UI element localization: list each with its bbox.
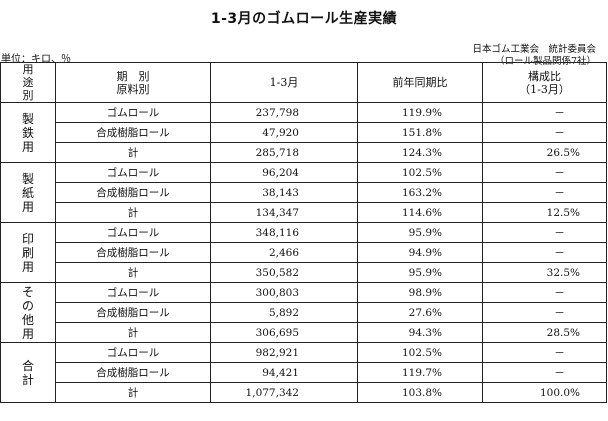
- yoy-cell: 94.3%: [357, 322, 483, 343]
- share-cell: －: [482, 222, 607, 243]
- usage-category: 製紙用: [0, 162, 56, 223]
- material-cell: 合成樹脂ロール: [55, 302, 211, 323]
- yoy-cell: 119.9%: [357, 102, 483, 123]
- table-row: 合計ゴムロール 982,921 102.5% －: [0, 342, 607, 403]
- yoy-cell: 163.2%: [357, 182, 483, 203]
- quantity-cell: 38,143: [210, 182, 358, 203]
- table-row: 計 350,582 95.9% 32.5%: [1, 262, 607, 283]
- table-row: 合成樹脂ロール 38,143 163.2% －: [1, 182, 607, 203]
- table-row: 計 285,718 124.3% 26.5%: [1, 142, 607, 163]
- usage-category: 製鉄用: [0, 102, 56, 163]
- material-cell: ゴムロール: [55, 222, 211, 243]
- material-cell: 計: [55, 262, 211, 283]
- quantity-cell: 237,798: [210, 102, 358, 123]
- usage-category: その他用: [0, 282, 56, 343]
- quantity-cell: 1,077,342: [210, 382, 358, 403]
- quantity-cell: 2,466: [210, 242, 358, 263]
- page-title: 1-3月のゴムロール生産実績: [210, 11, 398, 27]
- share-cell: 12.5%: [482, 202, 607, 223]
- usage-category: 合計: [0, 342, 56, 403]
- yoy-cell: 103.8%: [357, 382, 483, 403]
- yoy-cell: 102.5%: [357, 162, 483, 183]
- material-cell: 計: [55, 382, 211, 403]
- share-cell: 32.5%: [482, 262, 607, 283]
- table-row: 製鉄用ゴムロール 237,798 119.9% －: [0, 102, 607, 163]
- material-cell: ゴムロール: [55, 162, 211, 183]
- unit-label: 単位：キロ、％: [1, 54, 71, 65]
- header-usage: 用 途 別: [0, 62, 56, 103]
- yoy-cell: 151.8%: [357, 122, 483, 143]
- material-cell: 計: [55, 142, 211, 163]
- share-cell: －: [482, 102, 607, 123]
- share-cell: －: [482, 302, 607, 323]
- yoy-cell: 102.5%: [357, 342, 483, 363]
- share-cell: －: [482, 242, 607, 263]
- quantity-cell: 134,347: [210, 202, 358, 223]
- yoy-cell: 114.6%: [357, 202, 483, 223]
- table-row: 合成樹脂ロール 2,466 94.9% －: [1, 242, 607, 263]
- share-cell: －: [482, 182, 607, 203]
- quantity-cell: 285,718: [210, 142, 358, 163]
- material-cell: 合成樹脂ロール: [55, 122, 211, 143]
- table-row: 合成樹脂ロール 5,892 27.6% －: [1, 302, 607, 323]
- header-share: 構成比 （1-3月）: [482, 62, 607, 103]
- quantity-cell: 94,421: [210, 362, 358, 383]
- material-cell: 計: [55, 202, 211, 223]
- yoy-cell: 95.9%: [357, 222, 483, 243]
- table-row: 計 306,695 94.3% 28.5%: [1, 322, 607, 343]
- material-cell: 合成樹脂ロール: [55, 362, 211, 383]
- table-row: 印刷用ゴムロール 348,116 95.9% －: [0, 222, 607, 283]
- quantity-cell: 47,920: [210, 122, 358, 143]
- yoy-cell: 94.9%: [357, 242, 483, 263]
- share-cell: 28.5%: [482, 322, 607, 343]
- material-cell: ゴムロール: [55, 102, 211, 123]
- header-yoy: 前年同期比: [357, 62, 483, 103]
- quantity-cell: 96,204: [210, 162, 358, 183]
- yoy-cell: 124.3%: [357, 142, 483, 163]
- table-row: 合成樹脂ロール 47,920 151.8% －: [1, 122, 607, 143]
- yoy-cell: 95.9%: [357, 262, 483, 283]
- usage-category: 印刷用: [0, 222, 56, 283]
- production-table: 用 途 別 期 別 原料別 1-3月 前年同期比 構成比 （1-3月） 製鉄用ゴ…: [0, 62, 607, 403]
- share-cell: －: [482, 282, 607, 303]
- quantity-cell: 300,803: [210, 282, 358, 303]
- source-note: （ロール製品関係7社）: [494, 56, 596, 67]
- share-cell: －: [482, 342, 607, 363]
- table-row: 計 1,077,342 103.8% 100.0%: [1, 382, 607, 403]
- header-row: 用 途 別 期 別 原料別 1-3月 前年同期比 構成比 （1-3月）: [0, 62, 607, 103]
- share-cell: －: [482, 122, 607, 143]
- table-row: その他用ゴムロール 300,803 98.9% －: [0, 282, 607, 343]
- yoy-cell: 119.7%: [357, 362, 483, 383]
- table-row: 合成樹脂ロール 94,421 119.7% －: [1, 362, 607, 383]
- material-cell: 計: [55, 322, 211, 343]
- source-organization: 日本ゴム工業会 統計委員会: [472, 44, 596, 55]
- share-cell: 26.5%: [482, 142, 607, 163]
- yoy-cell: 98.9%: [357, 282, 483, 303]
- table-row: 計 134,347 114.6% 12.5%: [1, 202, 607, 223]
- share-cell: －: [482, 362, 607, 383]
- share-cell: 100.0%: [482, 382, 607, 403]
- quantity-cell: 982,921: [210, 342, 358, 363]
- table-row: 製紙用ゴムロール 96,204 102.5% －: [0, 162, 607, 223]
- material-cell: ゴムロール: [55, 282, 211, 303]
- header-period-material: 期 別 原料別: [55, 62, 211, 103]
- yoy-cell: 27.6%: [357, 302, 483, 323]
- quantity-cell: 306,695: [210, 322, 358, 343]
- material-cell: 合成樹脂ロール: [55, 242, 211, 263]
- quantity-cell: 350,582: [210, 262, 358, 283]
- material-cell: 合成樹脂ロール: [55, 182, 211, 203]
- share-cell: －: [482, 162, 607, 183]
- quantity-cell: 348,116: [210, 222, 358, 243]
- quantity-cell: 5,892: [210, 302, 358, 323]
- material-cell: ゴムロール: [55, 342, 211, 363]
- header-quantity: 1-3月: [210, 62, 358, 103]
